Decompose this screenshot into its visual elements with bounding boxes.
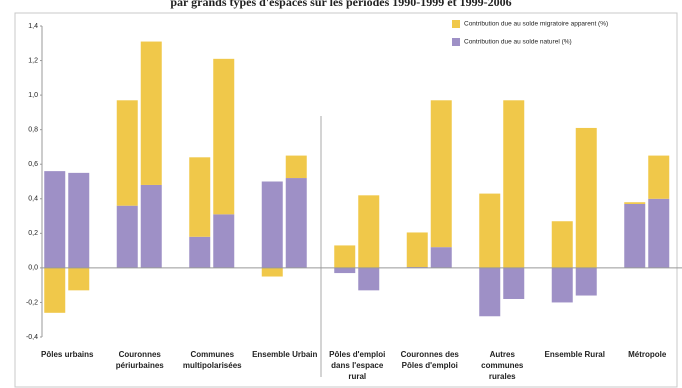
bar-segment — [648, 198, 670, 268]
bar-segment — [334, 245, 356, 268]
x-tick-label-line: Métropole — [628, 350, 667, 359]
bar-segment — [648, 155, 670, 199]
bar-segment — [479, 267, 501, 317]
bar-segment — [503, 267, 525, 299]
y-tick-label: 1,4 — [28, 23, 38, 30]
x-tick-label: Couronnes périurbaines — [116, 350, 165, 370]
bar-segment — [479, 193, 501, 268]
x-tick-label: Pôles d'emploi dans l'espace rural — [329, 350, 385, 381]
y-tick-label: -0,2 — [26, 299, 38, 306]
bar-segment — [116, 100, 138, 206]
x-tick-label-line: Communes — [190, 350, 234, 359]
legend-swatch — [452, 20, 460, 28]
legend-label: Contribution due au solde migratoire app… — [464, 21, 608, 28]
x-tick-label-line: dans l'espace — [331, 361, 384, 370]
bar-segment — [213, 214, 235, 268]
y-tick-label: 1,0 — [28, 92, 38, 99]
y-tick-label: 0,0 — [28, 265, 38, 272]
x-tick-label-line: rurales — [489, 372, 516, 381]
bar-segment — [68, 267, 90, 291]
bar-segment — [44, 267, 66, 313]
bar-segment — [189, 157, 211, 237]
bar-segment — [358, 267, 380, 291]
bar-segment — [261, 267, 283, 277]
bar-segment — [140, 41, 162, 185]
bar-segment — [430, 100, 452, 248]
bar-segment — [575, 127, 597, 268]
y-tick-label: 1,2 — [28, 57, 38, 64]
y-tick-label: 0,2 — [28, 230, 38, 237]
bar-segment — [551, 267, 573, 303]
bar-segment — [624, 202, 646, 204]
bar-segment — [430, 247, 452, 268]
x-tick-label: Métropole — [628, 350, 667, 359]
x-tick-label: Ensemble Urbain — [252, 350, 317, 359]
bar-segment — [68, 172, 90, 268]
bar-segment — [261, 181, 283, 268]
bar-segment — [140, 184, 162, 268]
x-tick-label-line: Autres — [490, 350, 516, 359]
bar-segment — [213, 58, 235, 215]
x-tick-label-line: Pôles d'emploi — [402, 361, 458, 370]
x-tick-label-line: Pôles urbains — [41, 350, 94, 359]
x-tick-label-line: Couronnes — [119, 350, 162, 359]
y-tick-label: -0,4 — [26, 334, 38, 341]
legend-label: Contribution due au solde naturel (%) — [464, 39, 572, 46]
x-tick-label-line: Ensemble Rural — [545, 350, 605, 359]
x-tick-label: Pôles urbains — [41, 350, 94, 359]
x-tick-label: Autres communes rurales — [481, 350, 524, 381]
x-tick-label-line: multipolarisées — [183, 361, 242, 370]
x-tick-label: Couronnes des Pôles d'emploi — [401, 350, 460, 370]
x-tick-label-line: Ensemble Urbain — [252, 350, 317, 359]
x-tick-label-line: Couronnes des — [401, 350, 460, 359]
x-tick-label-line: rural — [348, 372, 366, 381]
bar-segment — [44, 171, 66, 268]
bar-segment — [575, 267, 597, 296]
x-tick-label: Communes multipolarisées — [183, 350, 242, 370]
x-tick-label-line: communes — [481, 361, 524, 370]
bar-segment — [334, 267, 356, 274]
x-tick-label-line: périurbaines — [116, 361, 165, 370]
bar-segment — [189, 236, 211, 268]
chart-title: par grands types d'espaces sur les pério… — [170, 0, 511, 9]
bar-segment — [285, 155, 307, 179]
bar-segment — [285, 178, 307, 268]
bar-segment — [624, 203, 646, 268]
bar-segment — [551, 221, 573, 268]
legend-swatch — [452, 38, 460, 46]
bar-segment — [503, 100, 525, 268]
x-tick-label: Ensemble Rural — [545, 350, 605, 359]
y-tick-label: 0,8 — [28, 127, 38, 134]
bar-segment — [406, 232, 428, 268]
bar-segment — [358, 195, 380, 268]
y-tick-label: 0,6 — [28, 161, 38, 168]
bar-segment — [116, 205, 138, 268]
y-tick-label: 0,4 — [28, 196, 38, 203]
x-tick-label-line: Pôles d'emploi — [329, 350, 385, 359]
